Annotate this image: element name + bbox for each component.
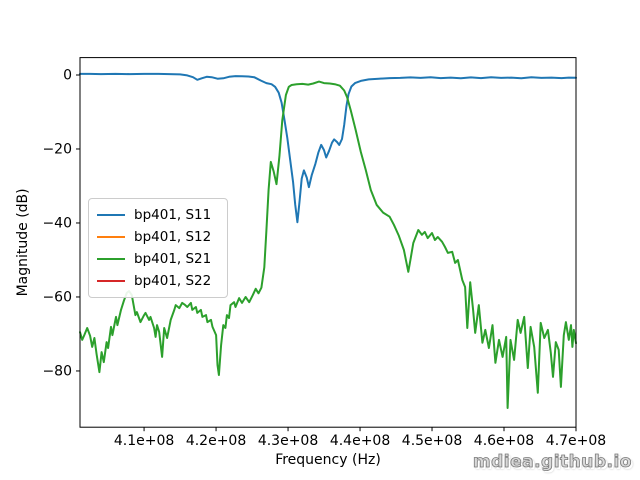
- x-tick-label: 4.4e+08: [330, 433, 390, 449]
- legend-entry: bp401, S11: [97, 204, 219, 226]
- y-tick-label: −80: [42, 363, 72, 379]
- legend-label: bp401, S22: [134, 273, 212, 289]
- legend-label: bp401, S12: [134, 229, 212, 245]
- legend-label: bp401, S21: [134, 251, 212, 267]
- y-tick-label: −60: [42, 289, 72, 305]
- series-line-bp401-s11: [79, 72, 577, 224]
- x-tick-label: 4.1e+08: [114, 433, 174, 449]
- legend: bp401, S11 bp401, S12 bp401, S21 bp401, S22: [88, 198, 228, 298]
- legend-entry: bp401, S12: [97, 226, 219, 248]
- legend-line-sample: [97, 236, 125, 238]
- plot-border: [79, 57, 577, 428]
- legend-entry: bp401, S22: [97, 270, 219, 292]
- legend-line-sample: [97, 258, 125, 260]
- y-tick-label: −20: [42, 141, 72, 157]
- legend-label: bp401, S11: [134, 207, 212, 223]
- x-tick-label: 4.3e+08: [258, 433, 318, 449]
- series-line-bp401-s21: [79, 80, 577, 409]
- legend-entry: bp401, S21: [97, 248, 219, 270]
- watermark: mdiea.github.io: [472, 452, 632, 473]
- legend-line-sample: [97, 280, 125, 282]
- x-tick-label: 4.5e+08: [402, 433, 462, 449]
- x-tick-label: 4.6e+08: [474, 433, 534, 449]
- y-axis-label: Magnitude (dB): [15, 188, 31, 296]
- y-tick-label: −40: [42, 215, 72, 231]
- x-tick-label: 4.7e+08: [546, 433, 606, 449]
- x-tick-label: 4.2e+08: [186, 433, 246, 449]
- y-tick-label: 0: [63, 67, 72, 83]
- legend-line-sample: [97, 214, 125, 216]
- x-axis-label: Frequency (Hz): [275, 452, 381, 468]
